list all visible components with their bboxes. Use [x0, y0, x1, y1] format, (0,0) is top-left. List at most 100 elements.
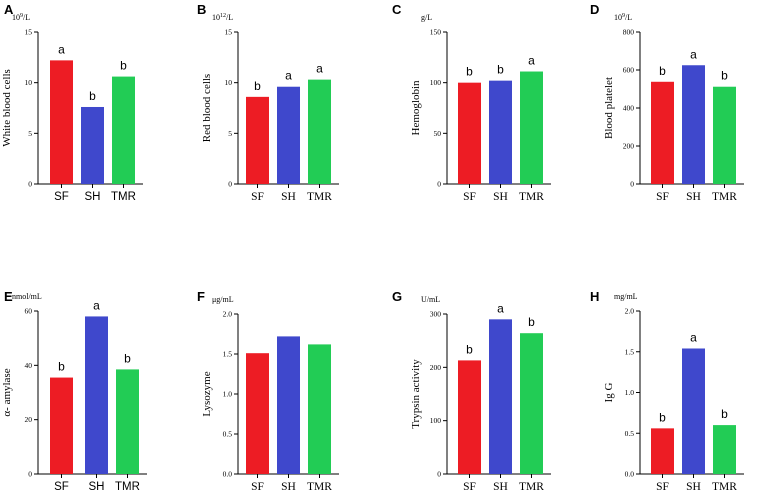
- significance-label: a: [690, 330, 697, 344]
- x-tick-label: SH: [493, 481, 508, 493]
- y-tick-label: 200: [430, 363, 442, 372]
- y-tick-label: 2.0: [625, 307, 635, 316]
- unit-suffix: /L: [23, 13, 30, 22]
- x-tick-label: SH: [281, 191, 296, 203]
- bar-sf: [458, 360, 481, 474]
- y-axis-label: Hemoglobin: [410, 80, 422, 135]
- bar-sh: [682, 348, 705, 474]
- panel-letter: E: [4, 289, 13, 304]
- significance-label: b: [58, 360, 65, 374]
- y-axis-label: Red blood cells: [201, 74, 213, 142]
- unit-base: 10: [212, 13, 220, 22]
- y-axis-label: Lysozyme: [201, 371, 213, 416]
- bar-tmr: [112, 76, 135, 184]
- significance-label: a: [316, 62, 323, 76]
- unit-suffix: /L: [625, 13, 632, 22]
- bar-tmr: [713, 425, 736, 474]
- bar-sh: [81, 106, 104, 184]
- unit-exponent: 9: [622, 13, 625, 19]
- y-tick-label: 0: [28, 470, 32, 479]
- y-tick-label: 600: [623, 66, 635, 75]
- y-tick-label: 1.5: [223, 350, 233, 359]
- panel-letter: D: [590, 2, 599, 17]
- chart-panel-c: Cg/L Hemoglobin 0 50 100 150 SF b SH b TMR a: [392, 2, 551, 203]
- x-tick-label: SF: [656, 481, 669, 493]
- y-tick-label: 2.0: [223, 310, 233, 319]
- significance-label: b: [466, 65, 473, 79]
- unit-label: mg/mL: [614, 292, 638, 301]
- y-tick-label: 200: [623, 142, 635, 151]
- y-tick-label: 1.5: [625, 347, 635, 356]
- unit-label: g/L: [421, 13, 432, 22]
- bar-tmr: [308, 79, 331, 184]
- significance-label: b: [124, 351, 131, 365]
- x-tick-label: SF: [54, 191, 69, 203]
- x-tick-label: SF: [251, 481, 264, 493]
- chart-panel-d: D 109/L Blood platelet 0 200 400 600 800 SF b SH a T…: [590, 2, 744, 203]
- y-tick-label: 400: [623, 104, 635, 113]
- bar-sh: [277, 86, 300, 184]
- y-tick-label: 0: [630, 180, 634, 189]
- bar-sh: [682, 65, 705, 184]
- unit-label: 1012/L: [212, 13, 233, 22]
- bar-sf: [50, 377, 73, 474]
- y-tick-label: 10: [25, 78, 33, 87]
- significance-label: b: [659, 64, 666, 78]
- y-tick-label: 0: [437, 180, 441, 189]
- chart-panel-g: G U/mL Trypsin activity 0 100 200 300 SF b SH a TMR…: [392, 289, 551, 493]
- bar-sh: [489, 80, 512, 184]
- y-axis-label: White blood cells: [1, 69, 13, 147]
- unit-exponent: 12: [220, 13, 226, 19]
- significance-label: b: [721, 69, 728, 83]
- significance-label: b: [89, 89, 96, 103]
- y-tick-label: 50: [434, 129, 442, 138]
- x-tick-label: SF: [656, 191, 669, 203]
- y-tick-label: 5: [28, 129, 32, 138]
- significance-label: b: [254, 79, 261, 93]
- unit-label: 109/L: [614, 13, 632, 22]
- unit-base: mg/mL: [614, 292, 638, 301]
- bar-tmr: [116, 369, 139, 474]
- significance-label: a: [285, 69, 292, 83]
- significance-label: a: [93, 298, 100, 312]
- bar-sh: [489, 319, 512, 474]
- unit-label: U/mL: [421, 295, 440, 304]
- bar-sf: [50, 60, 73, 184]
- x-tick-label: SH: [89, 481, 105, 493]
- significance-label: a: [58, 42, 65, 56]
- bar-sf: [246, 353, 269, 474]
- y-tick-label: 0.0: [223, 470, 233, 479]
- bar-tmr: [520, 71, 543, 184]
- y-tick-label: 0.5: [625, 429, 635, 438]
- y-axis-label: α- amylase: [1, 368, 13, 416]
- panel-letter: G: [392, 289, 402, 304]
- x-tick-label: SF: [54, 481, 69, 493]
- x-tick-label: TMR: [519, 191, 544, 203]
- y-tick-label: 800: [623, 28, 635, 37]
- y-tick-label: 1.0: [625, 388, 635, 397]
- y-tick-label: 20: [25, 415, 33, 424]
- y-tick-label: 0: [228, 180, 232, 189]
- significance-label: b: [721, 407, 728, 421]
- x-tick-label: SH: [85, 191, 101, 203]
- significance-label: a: [690, 47, 697, 61]
- unit-base: nmol/mL: [12, 292, 42, 301]
- significance-label: a: [497, 301, 504, 315]
- y-tick-label: 300: [430, 310, 442, 319]
- x-tick-label: SH: [281, 481, 296, 493]
- bar-sf: [651, 81, 674, 184]
- y-tick-label: 60: [25, 307, 33, 316]
- panel-letter: C: [392, 2, 402, 17]
- y-tick-label: 5: [228, 129, 232, 138]
- y-tick-label: 100: [430, 78, 442, 87]
- unit-suffix: /L: [226, 13, 233, 22]
- unit-base: g/L: [421, 13, 432, 22]
- panel-letter: H: [590, 289, 599, 304]
- bar-sh: [85, 316, 108, 474]
- unit-base: U/mL: [421, 295, 440, 304]
- y-axis-label: Trypsin activity: [410, 359, 422, 429]
